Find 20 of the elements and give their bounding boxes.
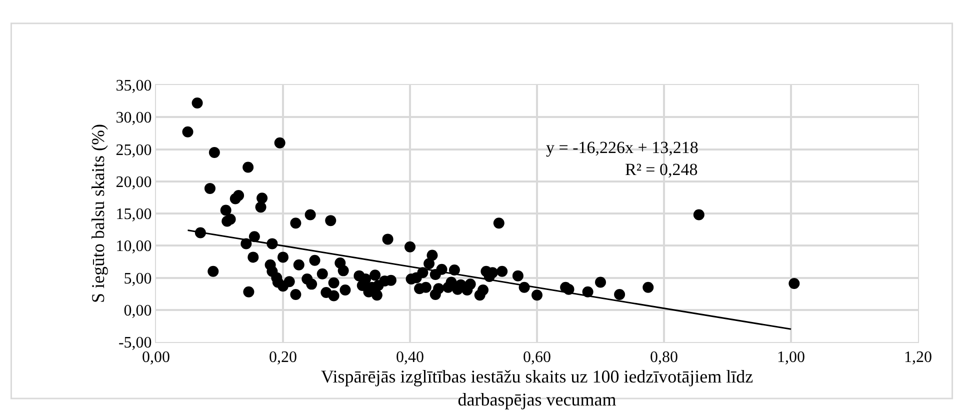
x-axis-title: Vispārējās izglītības iestāžu skaits uz 100 iedzīvotājiem līdz darbaspējas vecumam <box>320 366 754 410</box>
annotation: R² = 0,248 <box>625 160 698 179</box>
y-tick-label: 25,00 <box>116 142 152 159</box>
x-tick-label: 0,80 <box>650 349 678 366</box>
y-tick-label: -5,00 <box>118 334 152 352</box>
y-tick-label: 0,00 <box>124 302 152 320</box>
x-tick-label: 1,00 <box>777 349 805 366</box>
y-tick-label: 35,00 <box>116 78 152 95</box>
y-tick-label: 15,00 <box>116 206 152 224</box>
annotation: y = -16,226x + 13,218 <box>546 138 698 157</box>
x-tick-label: 0,00 <box>142 349 170 366</box>
y-tick-label: 20,00 <box>116 174 152 191</box>
x-tick-label: 0,40 <box>396 349 424 366</box>
x-tick-label: 0,20 <box>269 349 297 366</box>
x-tick-label: 1,20 <box>904 349 932 366</box>
y-tick-label: 10,00 <box>116 238 152 256</box>
x-tick-label: 0,60 <box>523 349 551 366</box>
y-tick-label: 5,00 <box>124 270 152 288</box>
y-tick-label: 30,00 <box>116 110 152 127</box>
y-axis-title: S iegūto balsu skaits (%) <box>88 124 108 303</box>
